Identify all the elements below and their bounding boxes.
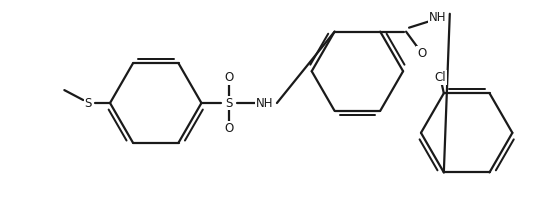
Text: O: O xyxy=(225,122,234,135)
Text: O: O xyxy=(418,47,427,60)
Text: NH: NH xyxy=(429,11,446,24)
Text: Cl: Cl xyxy=(434,71,446,84)
Text: S: S xyxy=(225,96,233,110)
Text: O: O xyxy=(225,71,234,84)
Text: S: S xyxy=(84,96,92,110)
Text: NH: NH xyxy=(256,96,274,110)
